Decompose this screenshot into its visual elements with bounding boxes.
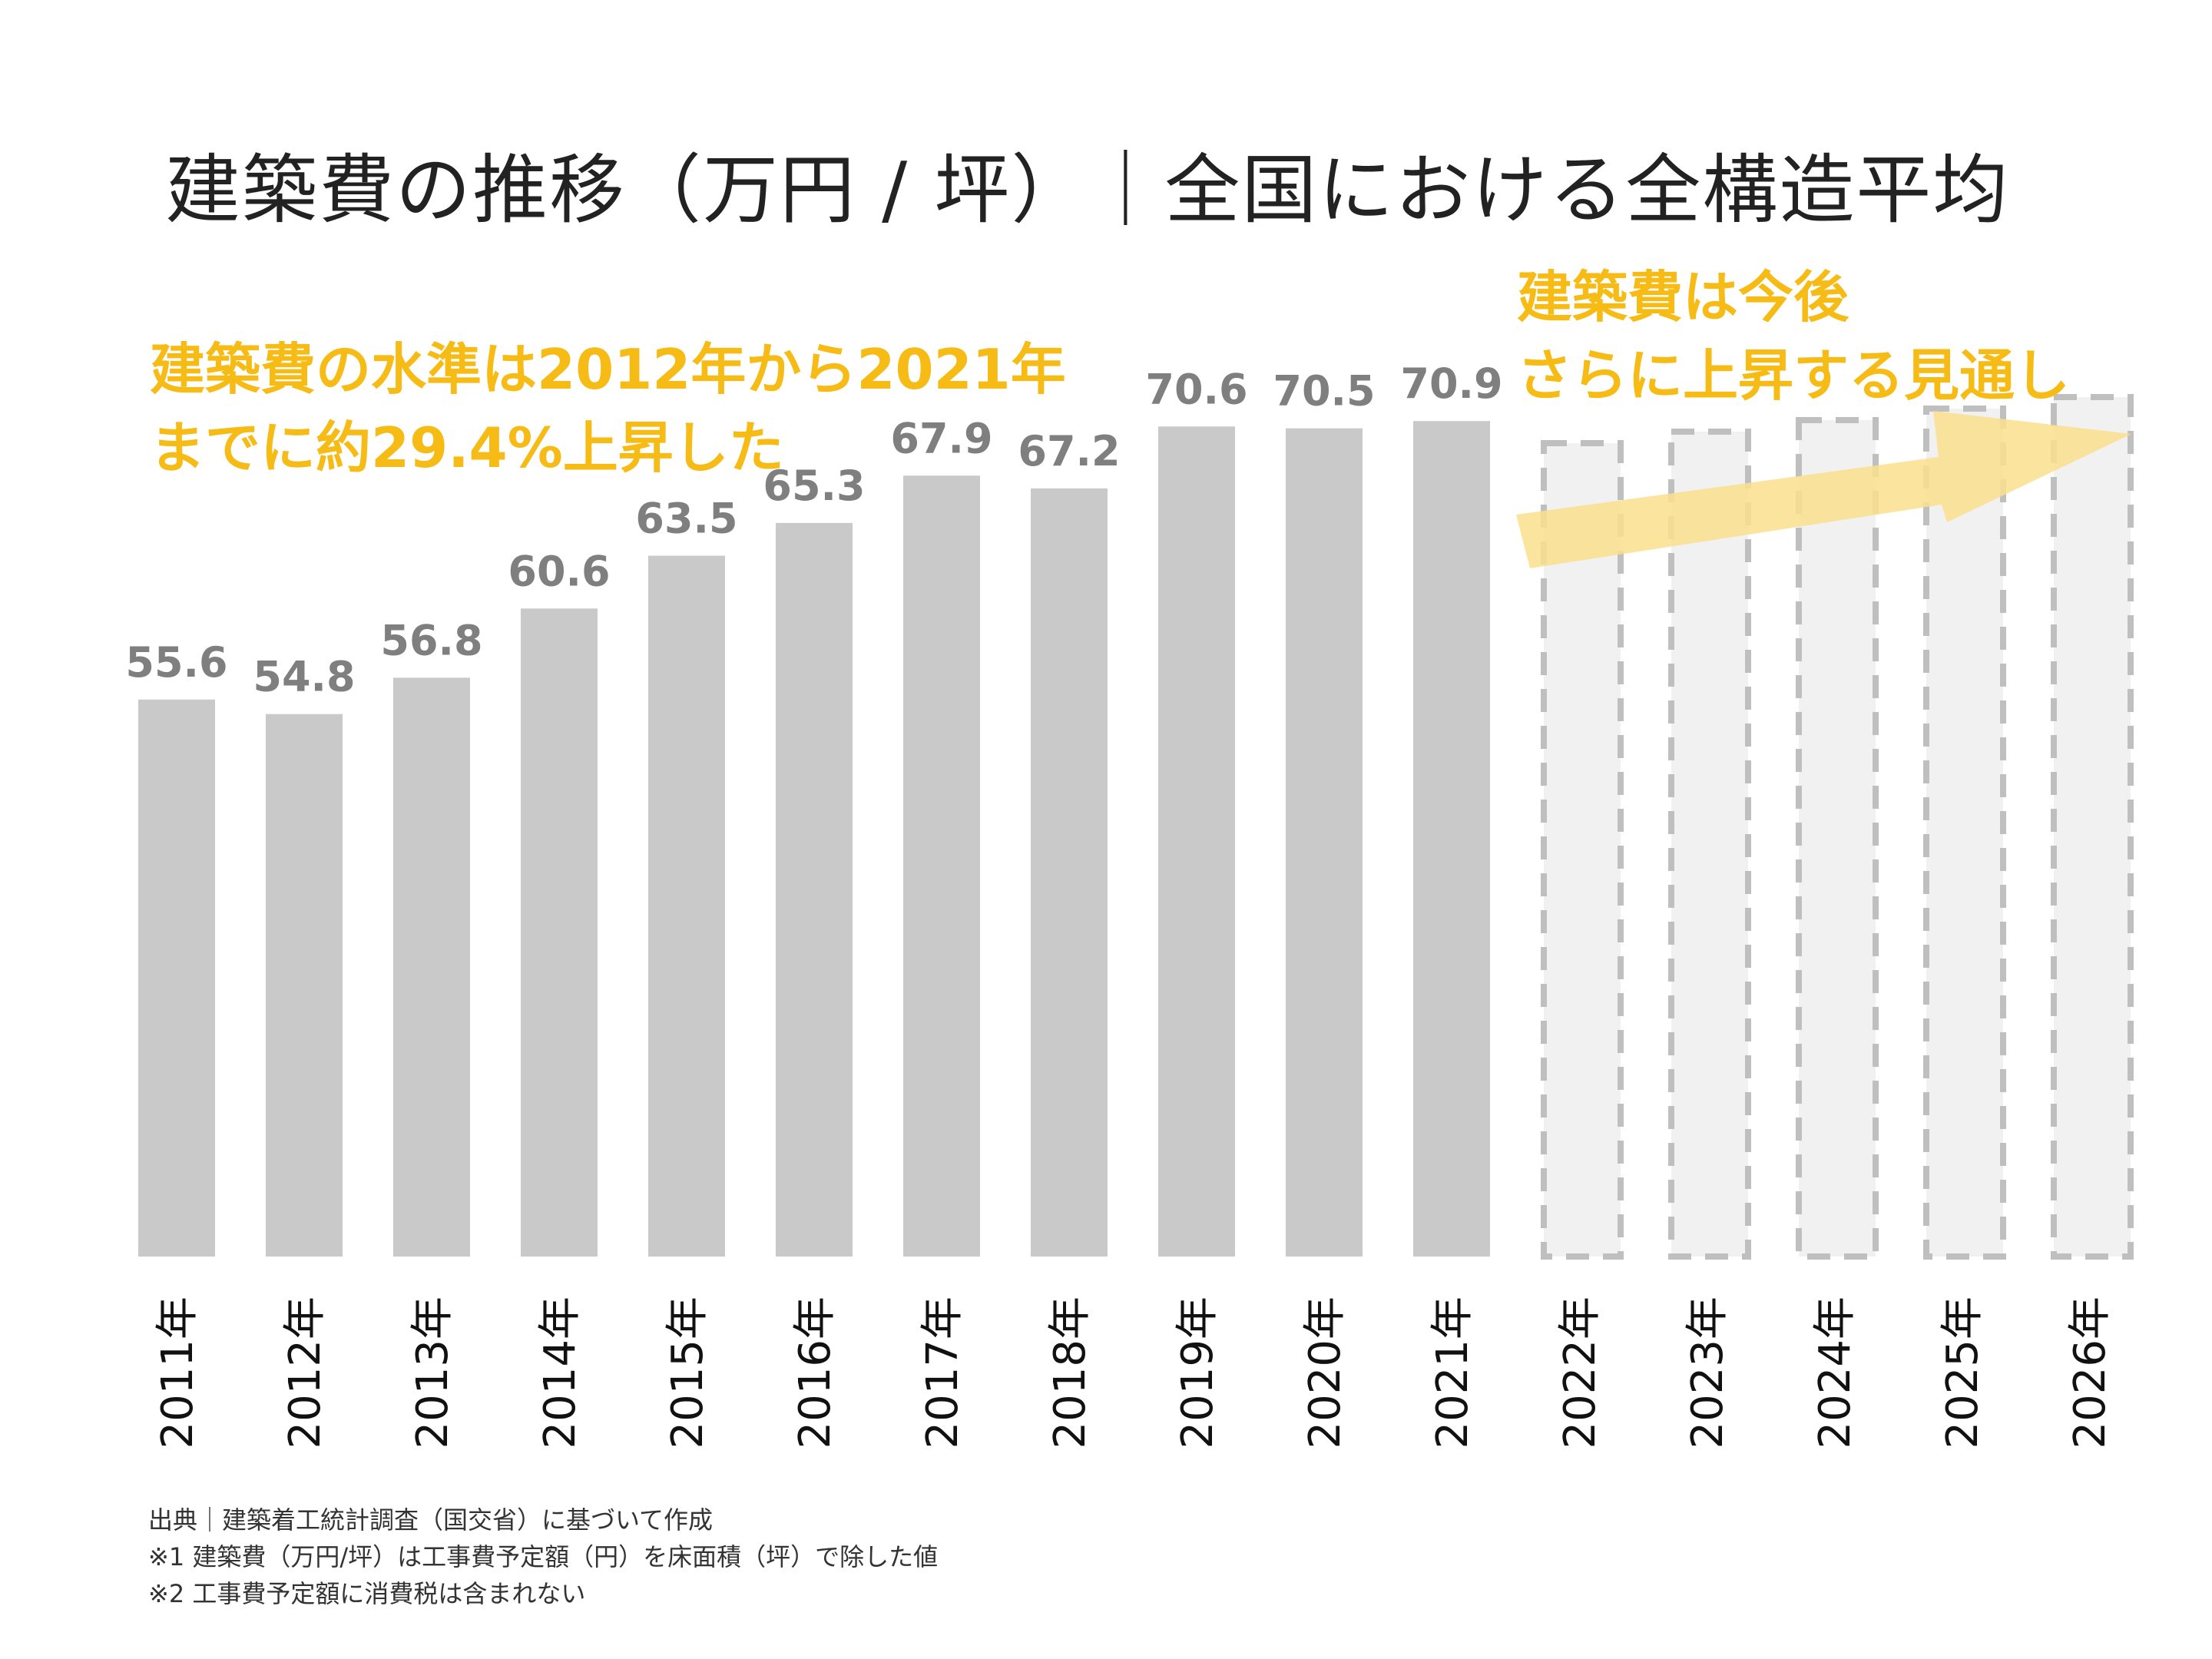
bar-2016年 (776, 522, 853, 1257)
value-label: 70.6 (1145, 365, 1247, 413)
value-label: 63.5 (635, 495, 737, 543)
source-notes: 出典｜建築着工統計調査（国交省）に基づいて作成 ※1 建築費（万円/坪）は工事費… (148, 1502, 938, 1612)
value-label: 54.8 (253, 653, 355, 701)
bar-2012年 (266, 714, 343, 1257)
x-tick-label: 2023年 (1683, 1296, 1733, 1449)
bar-2015年 (648, 555, 725, 1257)
projected-bar (2051, 394, 2134, 1260)
bar-2014年 (521, 608, 598, 1257)
bar-2019年 (1158, 426, 1235, 1257)
growth-annotation-line-1: 建築費の水準は2012年から2021年 (150, 337, 1066, 402)
projected-bar (1668, 429, 1751, 1260)
forecast-arrow (1516, 411, 2131, 568)
x-tick-label: 2020年 (1300, 1296, 1350, 1449)
x-tick-label: 2018年 (1045, 1296, 1095, 1449)
source-line-3: ※2 工事費予定額に消費税は含まれない (148, 1579, 586, 1608)
x-tick-label: 2017年 (918, 1296, 968, 1449)
bar-2011年 (138, 699, 215, 1257)
value-label: 70.5 (1273, 367, 1375, 416)
x-tick-label: 2019年 (1173, 1296, 1223, 1449)
value-label: 60.6 (508, 547, 610, 595)
x-tick-label: 2015年 (663, 1296, 713, 1449)
x-tick-label: 2012年 (280, 1296, 330, 1449)
value-label: 56.8 (380, 616, 482, 664)
forecast-annotation: 建築費は今後 さらに上昇する見通し (1517, 258, 2070, 415)
projected-bar (1796, 417, 1879, 1260)
x-tick-label: 2014年 (535, 1296, 585, 1449)
bar-2017年 (903, 475, 980, 1257)
forecast-annotation-line-1: 建築費は今後 (1517, 265, 1849, 329)
growth-annotation-line-2: までに約29.4%上昇した (150, 416, 784, 480)
x-tick-label: 2013年 (408, 1296, 458, 1449)
bar-2021年 (1413, 421, 1490, 1257)
x-tick-label: 2016年 (790, 1296, 840, 1449)
value-label: 67.2 (1018, 427, 1120, 475)
x-tick-label: 2021年 (1428, 1296, 1478, 1449)
growth-annotation: 建築費の水準は2012年から2021年 までに約29.4%上昇した (150, 330, 1066, 487)
forecast-annotation-line-2: さらに上昇する見通し (1517, 343, 2071, 408)
value-label: 55.6 (125, 638, 227, 687)
projected-bar (1541, 440, 1624, 1260)
x-tick-label: 2025年 (1938, 1296, 1988, 1449)
value-label: 67.9 (890, 414, 992, 462)
bar-2020年 (1286, 428, 1363, 1257)
bar-2018年 (1031, 488, 1108, 1257)
bar-2013年 (393, 677, 470, 1257)
x-tick-label: 2024年 (1810, 1296, 1860, 1449)
value-label: 70.9 (1400, 359, 1502, 408)
value-label: 65.3 (763, 462, 865, 510)
chart-title: 建築費の推移（万円 / 坪）｜全国における全構造平均 (165, 147, 2010, 234)
source-line-1: 出典｜建築着工統計調査（国交省）に基づいて作成 (148, 1505, 714, 1535)
projected-bar (1923, 406, 2006, 1260)
x-tick-label: 2011年 (153, 1296, 203, 1449)
source-line-2: ※1 建築費（万円/坪）は工事費予定額（円）を床面積（坪）で除した値 (148, 1542, 939, 1571)
x-tick-label: 2026年 (2065, 1296, 2115, 1449)
x-tick-label: 2022年 (1555, 1296, 1605, 1449)
